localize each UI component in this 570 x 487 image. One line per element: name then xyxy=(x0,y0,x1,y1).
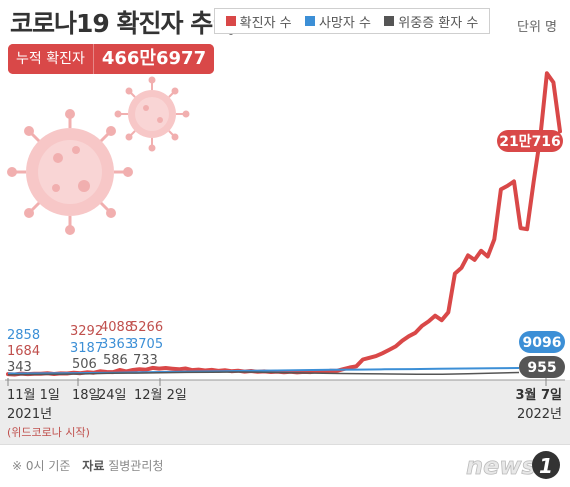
start-label-confirmed: 1684 xyxy=(7,344,40,359)
late-label-2-critical: 733 xyxy=(133,353,158,368)
series-line-critical xyxy=(7,371,520,376)
mid-label-deaths: 3187 xyxy=(70,341,103,356)
virus-illustration-small xyxy=(114,76,190,152)
source-name: 질병관리청 xyxy=(108,459,164,473)
late-label-2-deaths: 3705 xyxy=(130,337,163,352)
end-label-deaths: 9096 xyxy=(523,335,562,351)
legend-item-critical: 위중증 환자 수 xyxy=(384,12,478,31)
page-title: 코로나19 확진자 추이 xyxy=(10,9,235,38)
x-tick-sub-1: 2021년 xyxy=(7,407,52,422)
legend-label-critical: 위중증 환자 수 xyxy=(398,15,479,31)
source-label: 자료 xyxy=(82,459,105,473)
legend-item-confirmed: 확진자 수 xyxy=(225,12,292,31)
late-label-1-confirmed: 4088 xyxy=(100,320,133,335)
svg-text:news: news xyxy=(466,452,536,480)
x-tick-label-4: 12월 2일 xyxy=(134,388,187,403)
legend-swatch-deaths xyxy=(304,16,315,26)
legend: 확진자 수 사망자 수 위중증 환자 수 xyxy=(214,8,490,34)
late-label-2-confirmed: 5266 xyxy=(130,320,163,335)
legend-swatch-critical xyxy=(384,16,395,26)
unit-label: 단위 명 xyxy=(517,20,558,35)
late-label-1-deaths: 3363 xyxy=(100,337,133,352)
mid-label-critical: 506 xyxy=(72,357,97,372)
cumulative-label: 누적 확진자 xyxy=(8,44,93,74)
cumulative-value: 466만6977 xyxy=(92,44,215,74)
end-callout-confirmed: 21만716 xyxy=(497,130,563,152)
basis-note: ※ 0시 기준 xyxy=(12,459,71,473)
legend-swatch-confirmed xyxy=(225,16,236,26)
cumulative-badge: 누적 확진자 466만6977 xyxy=(8,44,215,74)
news1-logo: news 1 xyxy=(466,451,560,480)
x-tick-label-2: 18일 xyxy=(72,388,101,403)
end-callout-deaths: 9096 xyxy=(519,331,565,353)
start-label-deaths: 2858 xyxy=(7,328,40,343)
footer: ※ 0시 기준 자료 질병관리청 news 1 xyxy=(0,444,570,487)
x-tick-label-5: 3월 7일 xyxy=(515,387,562,403)
svg-text:1: 1 xyxy=(539,454,553,478)
end-label-confirmed: 21만716 xyxy=(499,134,561,150)
late-label-1-critical: 586 xyxy=(103,353,128,368)
x-axis-band xyxy=(0,380,570,444)
end-callout-critical: 955 xyxy=(519,356,565,378)
x-tick-label-1: 11월 1일 xyxy=(7,388,60,403)
legend-item-deaths: 사망자 수 xyxy=(304,12,371,31)
start-label-critical: 343 xyxy=(7,360,32,375)
x-tick-note-1: (위드코로나 시작) xyxy=(7,426,90,439)
x-tick-sub-5: 2022년 xyxy=(517,407,562,422)
mid-label-confirmed: 3292 xyxy=(70,324,103,339)
chart: 2858 1684 343 3292 3187 506 4088 3363 58… xyxy=(0,71,570,444)
x-tick-label-3: 24일 xyxy=(98,388,127,403)
legend-label-deaths: 사망자 수 xyxy=(318,15,371,31)
footer-note: ※ 0시 기준 자료 질병관리청 xyxy=(12,457,163,474)
legend-label-confirmed: 확진자 수 xyxy=(239,15,292,31)
end-label-critical: 955 xyxy=(527,360,556,376)
virus-illustration-large xyxy=(7,109,133,235)
